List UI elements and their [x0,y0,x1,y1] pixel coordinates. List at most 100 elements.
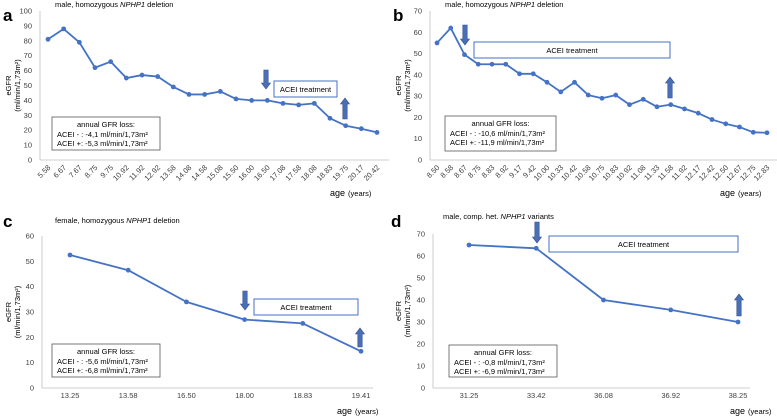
y-tick-label: 40 [24,96,32,105]
gfr-loss-title: annual GFR loss: [77,120,135,129]
x-axis-label-text: age [337,406,352,416]
data-point [67,252,73,258]
y-tick-label: 10 [414,134,422,143]
egfr-series-line [468,244,739,323]
treatment-label: ACEI treatment [546,46,598,55]
x-tick-label: 10.92 [111,163,131,183]
x-tick-label: 14.08 [174,163,194,183]
chart-title-part: NPHP1 [126,216,151,225]
x-axis-label-text: age [720,188,735,198]
y-tick-label: 20 [414,113,422,122]
y-tick-label: 70 [417,230,425,239]
x-tick-label: 33.42 [527,391,546,400]
y-axis-label: eGFR [4,301,13,322]
data-point [108,59,114,65]
treatment-start-arrow-icon [531,221,543,244]
treatment-box [273,80,338,98]
x-tick-label: 31.25 [460,391,479,400]
x-tick-label: 6.67 [51,163,68,180]
gfr-loss-acei-minus: ACEI - : -5,6 ml/min/1,73m² [57,357,148,366]
x-tick-label: 8.75 [466,163,483,180]
y-tick-label: 0 [421,384,425,393]
x-tick-label: 18.08 [299,163,319,183]
data-point [585,92,591,98]
y-tick-label: 40 [414,70,422,79]
chart-title-part: deletion [151,216,179,225]
chart-title: female, homozygous NPHP1 deletion [55,216,180,225]
x-tick-label: 19.41 [352,391,371,400]
gfr-loss-title: annual GFR loss: [474,348,532,357]
data-point [558,89,564,95]
x-axis-label-unit: (years) [355,407,379,416]
panel-letter: c [3,212,12,231]
y-axis-label-unit: (ml/min/1,73m²) [403,284,412,337]
data-point [374,130,380,135]
data-point [358,348,364,354]
y-tick-label: 50 [24,81,32,90]
gfr-loss-acei-minus: ACEI - : -0,8 ml/min/1,73m² [454,358,545,367]
data-point [601,297,606,303]
treatment-end-arrow-icon [664,76,676,99]
x-tick-label: 7.67 [67,163,84,180]
data-point [737,124,742,130]
x-tick-label: 8.75 [83,163,100,180]
y-tick-label: 60 [414,28,422,37]
data-point [533,245,539,251]
chart-title-part: NPHP1 [510,0,535,9]
x-tick-label: 17.58 [283,163,303,183]
chart-title: male, comp. het. NPHP1 variants [443,212,554,221]
data-point [186,92,192,97]
data-point [544,79,550,85]
y-tick-label: 30 [24,111,32,120]
data-point [735,319,741,325]
y-tick-label: 0 [418,156,422,165]
gfr-loss-title: annual GFR loss: [77,347,135,356]
gfr-loss-acei-minus: ACEI - : -10,6 ml/min/1,73m² [450,129,546,138]
y-tick-label: 60 [417,252,425,261]
data-point [139,72,145,78]
data-point [695,110,701,116]
x-tick-label: 19.75 [330,163,350,183]
data-point [750,129,756,135]
x-tick-label: 15.50 [221,163,241,183]
y-tick-label: 0 [28,156,32,165]
x-axis-label: age (years) [720,188,762,198]
x-tick-label: 15.08 [205,163,225,183]
y-tick-label: 60 [26,232,34,241]
panel-b: b male, homozygous NPHP1 deletion 0 10 20 30 4… [393,0,777,198]
data-point [184,299,189,305]
data-point [682,106,687,112]
x-tick-label: 9.17 [507,163,524,180]
gfr-loss-acei-plus: ACEI +: -11,9 ml/min/1,73m² [450,138,545,147]
chart-title-part: male, homozygous [55,0,120,9]
x-tick-label: 13.25 [61,391,80,400]
gfr-loss-acei-minus: ACEI - : -4,1 ml/min/1,73m² [57,130,148,139]
x-axis-label: age (years) [330,188,372,198]
panel-letter: a [3,6,13,25]
data-point [343,123,349,129]
chart-title-part: NPHP1 [120,0,145,9]
y-tick-label: 70 [24,51,32,60]
x-axis-label: age (years) [337,406,379,416]
x-tick-label: 12.92 [142,163,162,183]
treatment-label: ACEI treatment [280,303,332,312]
data-point [202,92,208,97]
y-tick-label: 10 [417,362,425,371]
y-axis-label-unit: (ml/min/1,73m²) [13,59,22,112]
y-tick-label: 100 [19,7,32,16]
data-point [242,317,248,322]
chart-title-part: male, comp. het. [443,212,501,221]
gfr-loss-box [51,343,161,378]
treatment-end-arrow-icon [733,293,745,317]
data-point [296,102,302,108]
panel-d: d male, comp. het. NPHP1 variants 0 10 20 30 4… [391,212,772,416]
treatment-start-arrow-icon [260,69,272,90]
data-point [358,126,364,132]
y-tick-label: 80 [24,36,32,45]
chart-title-part: male, homozygous [445,0,510,9]
data-point [530,71,536,77]
y-axis-label: eGFR [4,75,13,96]
x-tick-label: 14.58 [189,163,209,183]
data-point [76,39,82,45]
treatment-box [548,235,739,253]
